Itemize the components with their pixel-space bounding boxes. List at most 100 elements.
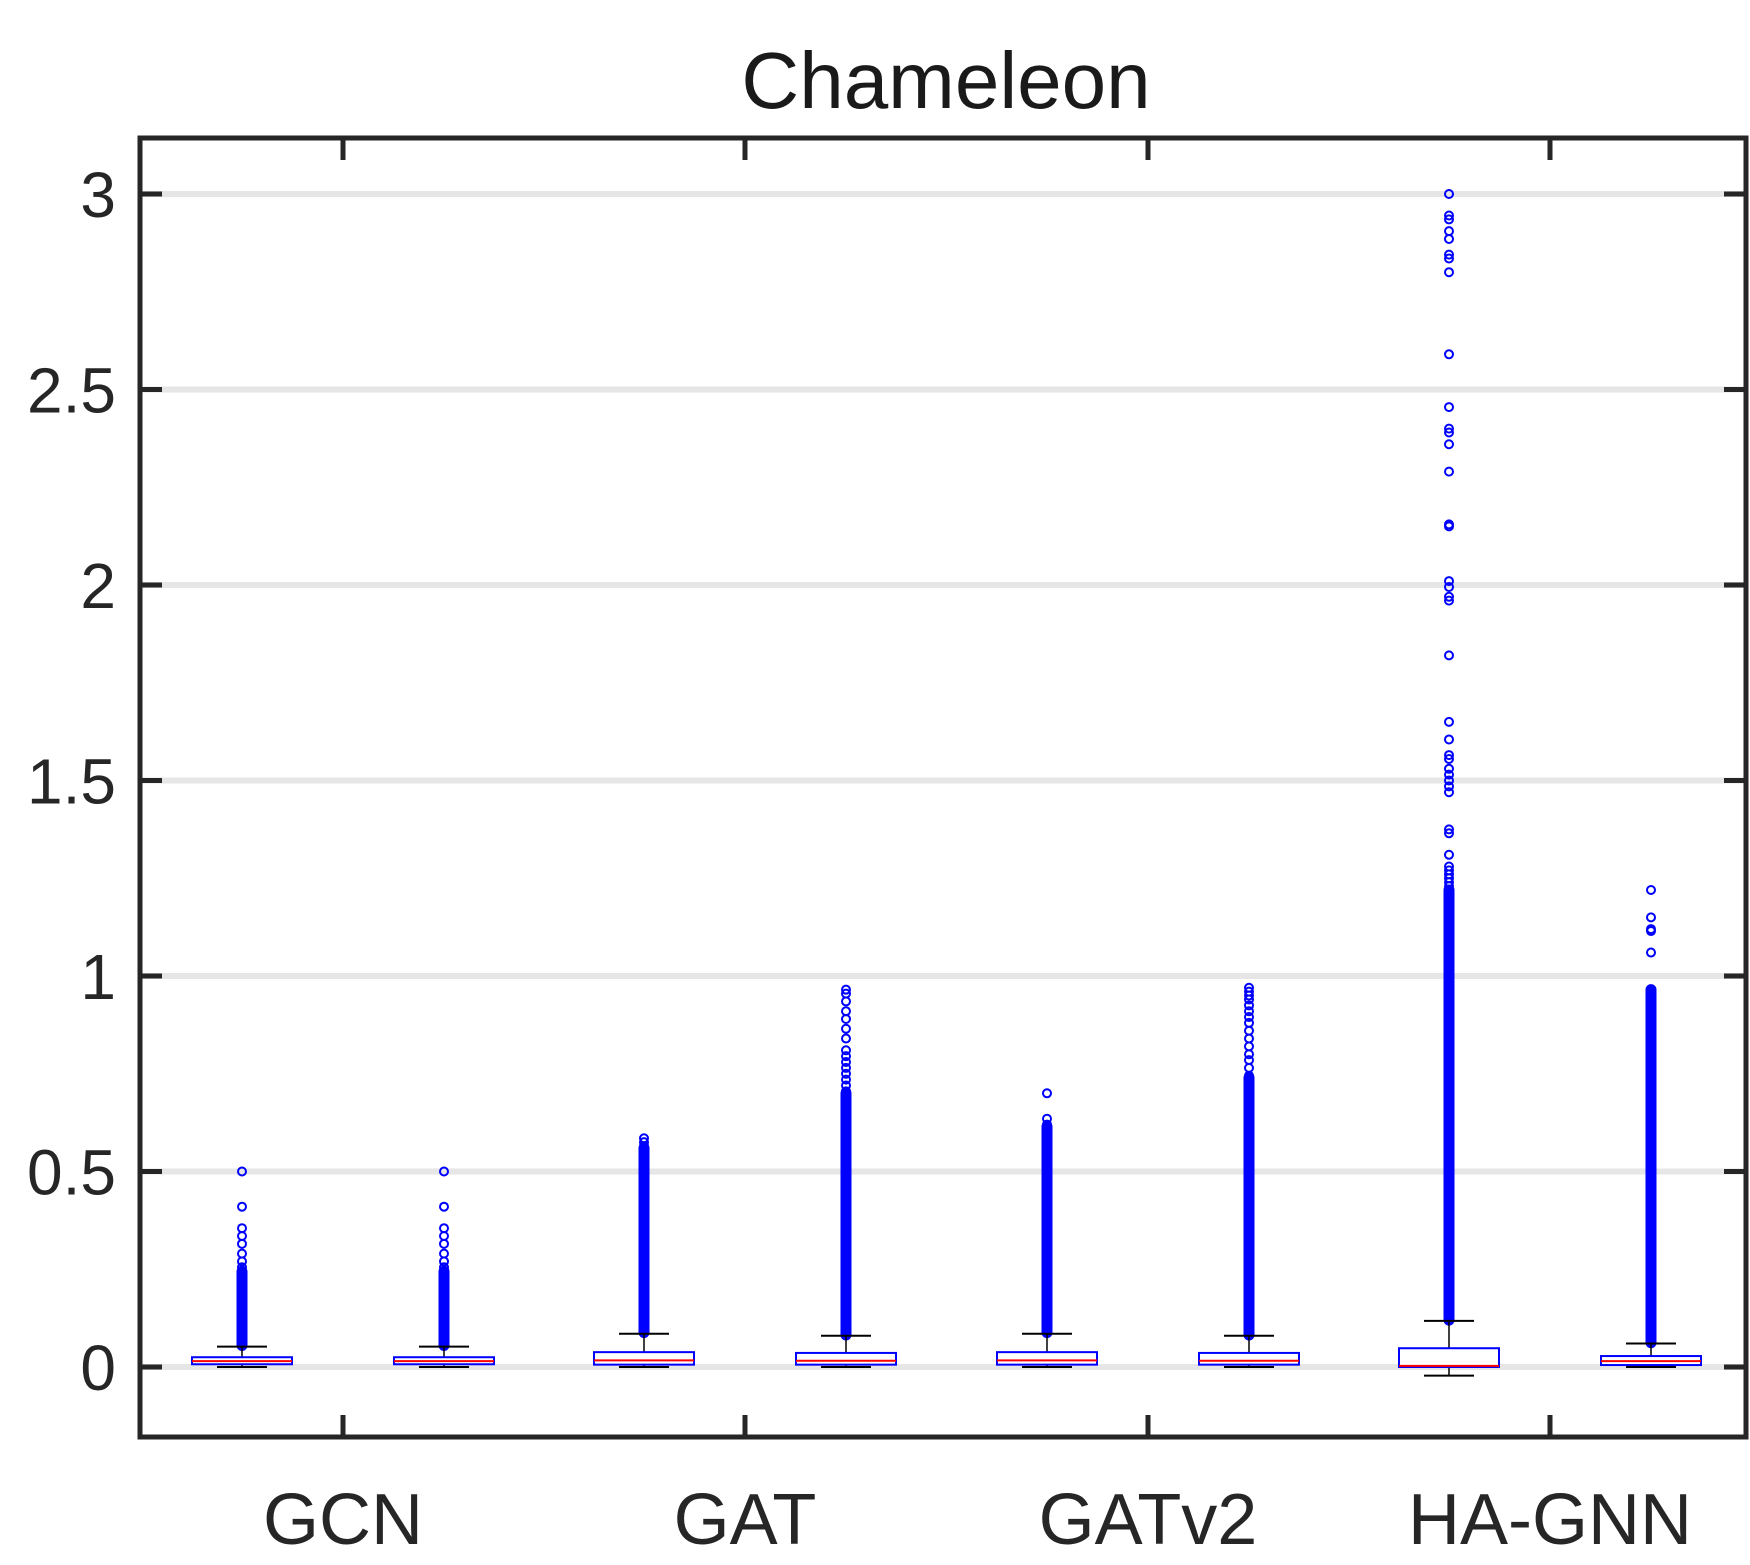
- iqr-box: [996, 1351, 1098, 1366]
- outlier-point: [1244, 1000, 1254, 1011]
- y-tick-label: 3: [80, 159, 116, 231]
- outlier-point: [841, 1062, 851, 1073]
- outlier-point: [1444, 439, 1454, 450]
- outlier-point: [841, 1057, 851, 1068]
- outlier-point: [1244, 1049, 1254, 1060]
- outlier-point: [1444, 267, 1454, 278]
- x-tick-label: HA-GNN: [1408, 1480, 1692, 1560]
- outlier-point: [1444, 214, 1454, 225]
- outlier-point: [841, 1068, 851, 1079]
- outlier-point: [439, 1238, 449, 1249]
- outlier-point: [1444, 769, 1454, 780]
- box-gcn-0: [191, 1166, 293, 1368]
- box-ha-gnn-0: [1398, 189, 1500, 1377]
- outlier-point: [237, 1166, 247, 1177]
- outlier-point: [1244, 994, 1254, 1005]
- outlier-point: [439, 1201, 449, 1212]
- outlier-point: [841, 1033, 851, 1044]
- y-tick-label: 1.5: [27, 746, 116, 818]
- outlier-point: [1444, 824, 1454, 835]
- outlier-point: [1646, 926, 1656, 937]
- outlier-point: [1444, 521, 1454, 532]
- y-tick-label: 0: [80, 1332, 116, 1404]
- iqr-box: [1398, 1347, 1500, 1369]
- outlier-point: [1444, 233, 1454, 244]
- outlier-point: [1444, 349, 1454, 360]
- outlier-point: [841, 1074, 851, 1085]
- outlier-point: [841, 996, 851, 1007]
- outlier-point: [1444, 427, 1454, 438]
- outlier-point: [1444, 787, 1454, 798]
- outlier-point: [1444, 763, 1454, 774]
- outlier-point: [1444, 466, 1454, 477]
- outlier-point: [1042, 1119, 1052, 1130]
- gridlines: [140, 191, 1746, 1370]
- iqr-box: [593, 1351, 695, 1366]
- outlier-point: [439, 1256, 449, 1267]
- plot-frame: [137, 135, 1749, 1440]
- outlier-point: [1444, 734, 1454, 745]
- outlier-point: [1444, 253, 1454, 264]
- box-gcn-1: [393, 1166, 495, 1368]
- outlier-point: [1646, 947, 1656, 958]
- outlier-point: [1244, 1070, 1254, 1081]
- outlier-point: [1444, 716, 1454, 727]
- outlier-point: [1444, 877, 1454, 888]
- outlier-point: [439, 1262, 449, 1273]
- outlier-point: [1646, 912, 1656, 923]
- x-tick-label: GAT: [674, 1480, 817, 1560]
- outlier-point: [1444, 402, 1454, 413]
- outlier-point: [1042, 1088, 1052, 1099]
- outlier-point: [1244, 1006, 1254, 1017]
- outlier-point: [1646, 884, 1656, 895]
- outlier-point: [237, 1201, 247, 1212]
- outlier-point: [1444, 576, 1454, 587]
- x-tick-label: GATv2: [1039, 1480, 1258, 1560]
- box-gat-1: [795, 984, 897, 1368]
- outlier-point: [1444, 189, 1454, 199]
- iqr-box: [795, 1351, 897, 1366]
- x-tick-label: GCN: [263, 1480, 423, 1560]
- y-tick-label: 2: [80, 550, 116, 622]
- outlier-point: [841, 1051, 851, 1062]
- y-tick-label: 1: [80, 941, 116, 1013]
- outlier-point: [841, 1086, 851, 1097]
- outlier-point: [841, 984, 851, 995]
- iqr-box: [1198, 1351, 1300, 1366]
- outlier-point: [1244, 1012, 1254, 1023]
- outlier-point: [1444, 828, 1454, 839]
- outlier-point: [1444, 849, 1454, 860]
- outlier-point: [639, 1137, 649, 1148]
- box-gat-0: [593, 1133, 695, 1368]
- outlier-point: [237, 1262, 247, 1273]
- outlier-point: [439, 1166, 449, 1177]
- outlier-point: [841, 1023, 851, 1034]
- chart-title: Chameleon: [741, 36, 1150, 125]
- y-tick-label: 2.5: [27, 355, 116, 427]
- outlier-point: [1444, 753, 1454, 764]
- outlier-point: [1042, 1113, 1052, 1124]
- outlier-point: [237, 1238, 247, 1249]
- outlier-point: [841, 1014, 851, 1025]
- outlier-point: [1444, 775, 1454, 786]
- box-gatv2-0: [996, 1088, 1098, 1368]
- outlier-point: [1444, 591, 1454, 602]
- outlier-point: [841, 1045, 851, 1056]
- outlier-point: [1444, 581, 1454, 592]
- outlier-point: [639, 1141, 649, 1152]
- outlier-point: [1444, 249, 1454, 260]
- outlier-point: [1444, 881, 1454, 892]
- outlier-point: [1444, 595, 1454, 606]
- outlier-point: [1444, 781, 1454, 792]
- axes: 0 0.5 1 1.5 2 2.5 3 GCN GAT GATv2 HA-GNN: [27, 135, 1749, 1560]
- outlier-point: [1444, 650, 1454, 661]
- outlier-point: [1444, 210, 1454, 221]
- box-gatv2-1: [1198, 982, 1300, 1368]
- outlier-point: [1244, 990, 1254, 1001]
- outlier-point: [1444, 750, 1454, 761]
- y-tick-label: 0.5: [27, 1137, 116, 1209]
- outlier-point: [841, 1080, 851, 1091]
- outlier-point: [1444, 423, 1454, 434]
- box-ha-gnn-1: [1600, 884, 1702, 1368]
